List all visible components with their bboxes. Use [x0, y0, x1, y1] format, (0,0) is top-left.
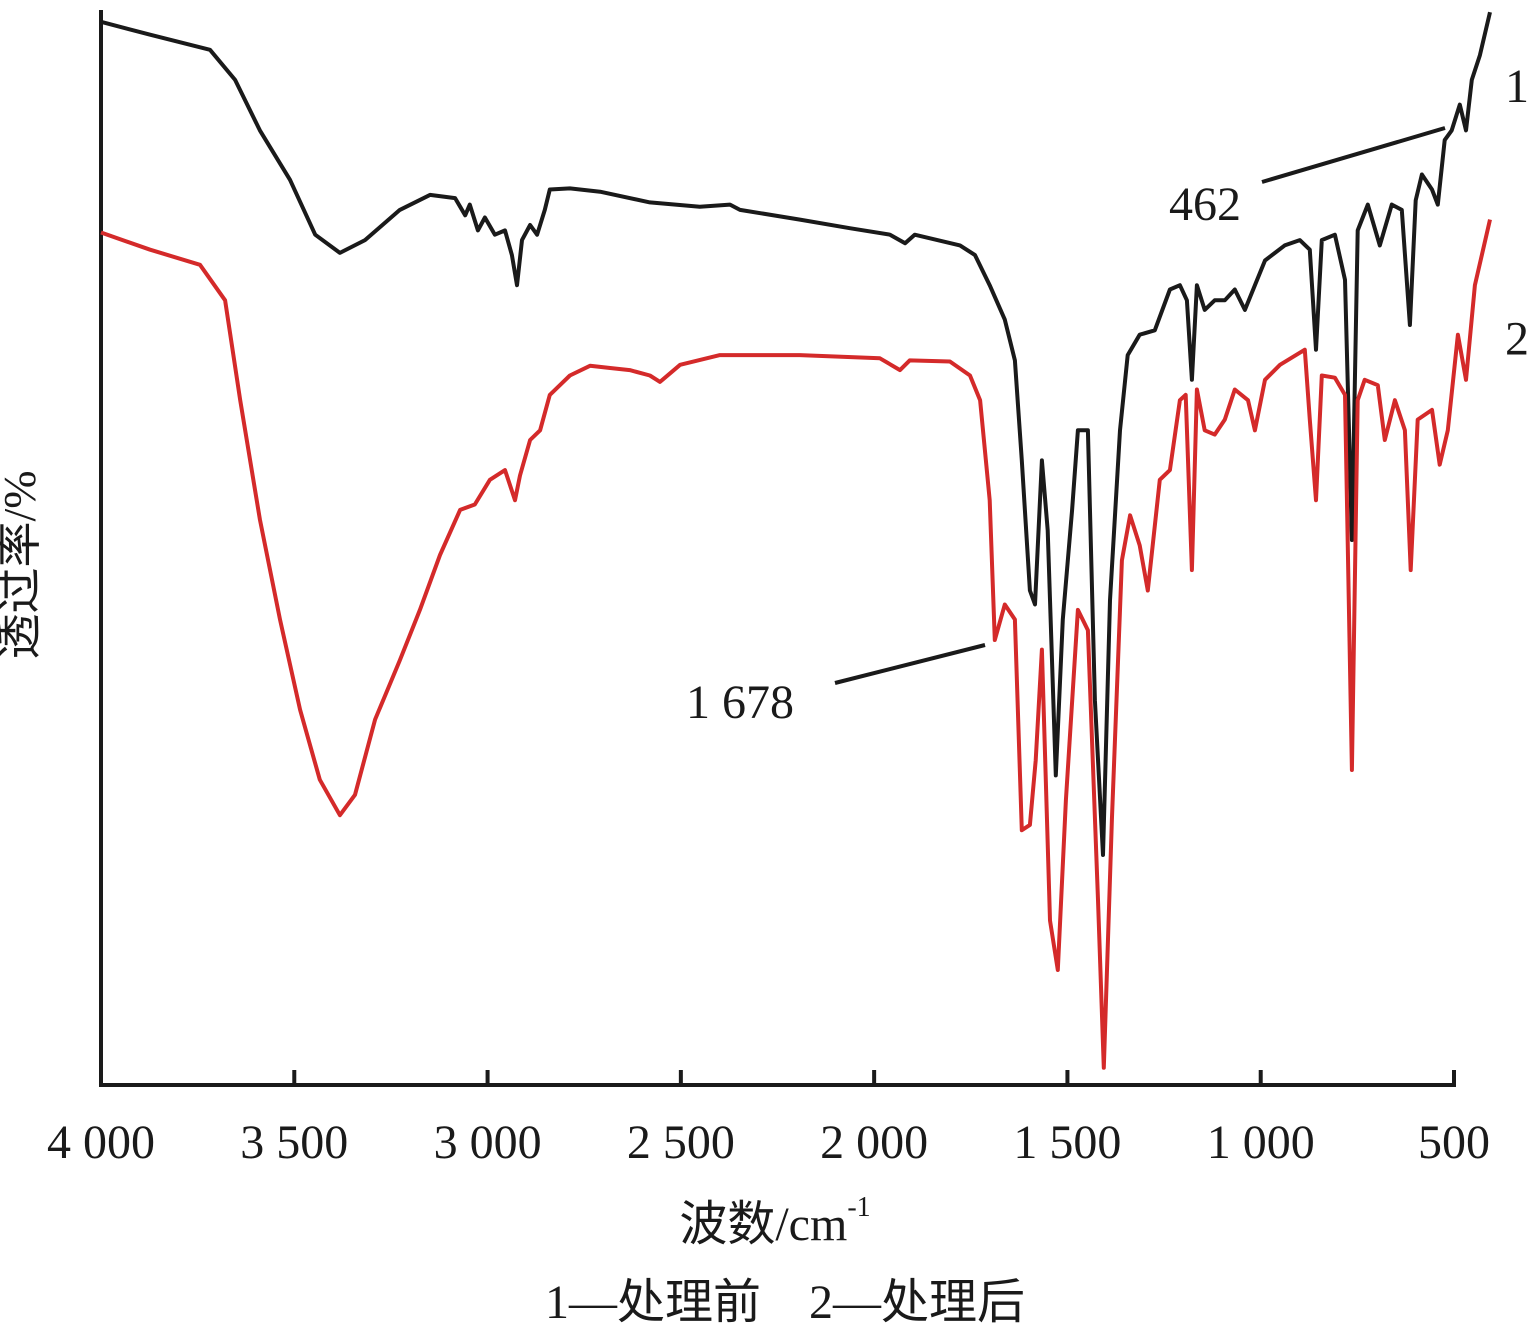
annotation-leader [834, 643, 986, 685]
x-axis-label-sup: -1 [847, 1192, 870, 1223]
x-axis-label: 波数/cm-1 [679, 1192, 870, 1251]
y-axis-label: 透过率/% [0, 470, 45, 659]
x-axis-label-text: 波数/cm [679, 1198, 847, 1251]
x-tick-label: 3 000 [434, 1116, 542, 1169]
x-tick-label: 2 000 [820, 1116, 928, 1169]
x-tick-label: 2 500 [627, 1116, 735, 1169]
series-line [100, 11, 1492, 857]
series-line [100, 219, 1492, 1070]
x-tick-label: 1 000 [1207, 1116, 1315, 1169]
annotation: 462 [1169, 178, 1241, 231]
series-label: 2 [1505, 313, 1529, 366]
annotation: 1 678 [686, 676, 794, 729]
annotation-leader [1261, 126, 1446, 184]
x-tick-label: 500 [1418, 1116, 1490, 1169]
x-tick-label: 1 500 [1013, 1116, 1121, 1169]
x-tick-label: 4 000 [47, 1116, 155, 1169]
caption: 1—处理前 2—处理后 [545, 1276, 1025, 1329]
x-tick-label: 3 500 [240, 1116, 348, 1169]
series-label: 1 [1505, 60, 1529, 113]
